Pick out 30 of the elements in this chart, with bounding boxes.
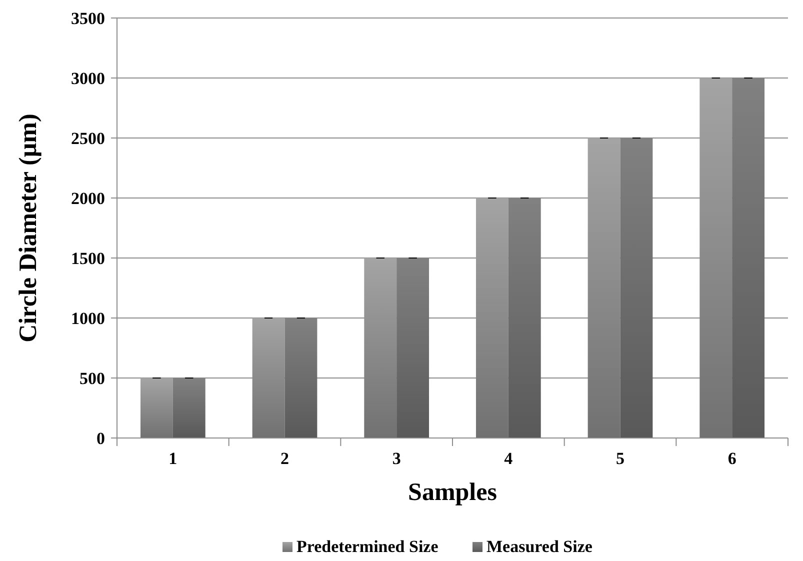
y-axis-title: Circle Diameter (µm) <box>15 114 42 342</box>
bar <box>476 198 508 438</box>
bar <box>140 378 173 438</box>
x-tick-label: 1 <box>168 449 178 468</box>
bar <box>508 198 541 438</box>
x-tick-label: 4 <box>504 449 514 468</box>
bar <box>364 258 397 438</box>
bar <box>700 78 732 438</box>
bar <box>172 378 206 438</box>
legend-label: Measured Size <box>486 537 593 556</box>
y-tick-label: 1500 <box>71 248 105 268</box>
x-tick-label: 5 <box>616 449 624 468</box>
bar <box>620 138 653 438</box>
x-tick-label: 3 <box>392 449 401 468</box>
bar <box>732 78 765 438</box>
legend-label: Predetermined Size <box>296 537 439 556</box>
bar <box>396 258 430 438</box>
y-tick-label: 2000 <box>71 188 105 208</box>
y-tick-label: 3500 <box>71 8 105 28</box>
y-tick-label: 3000 <box>71 68 105 88</box>
x-tick-label: 6 <box>728 449 736 468</box>
x-tick-label: 2 <box>280 449 289 468</box>
y-tick-label: 0 <box>96 428 105 448</box>
bar <box>284 318 318 438</box>
bar <box>252 318 285 438</box>
bar <box>588 138 620 438</box>
y-tick-label: 500 <box>80 368 105 388</box>
y-tick-label: 1000 <box>71 308 105 328</box>
y-tick-label: 2500 <box>71 128 105 148</box>
x-axis-title: Samples <box>408 479 498 506</box>
